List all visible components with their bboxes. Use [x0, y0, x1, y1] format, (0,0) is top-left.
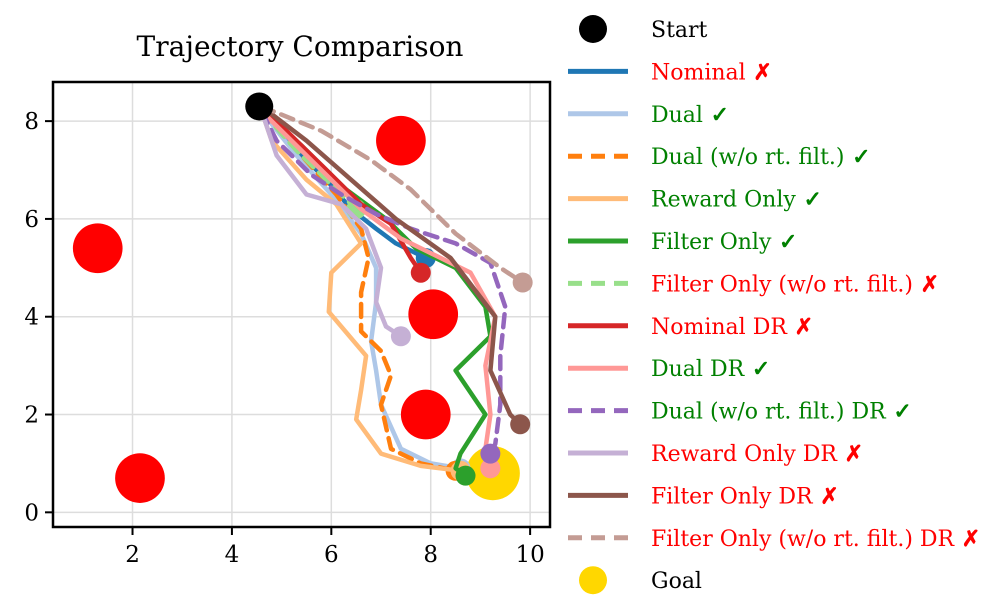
- legend-label-10: Reward Only DR ✗: [651, 441, 863, 467]
- plot-content: [72, 92, 533, 503]
- legend-label-8: Dual DR ✓: [651, 356, 770, 382]
- cross-icon: ✗: [813, 483, 839, 509]
- x-tick-label: 6: [324, 542, 339, 568]
- cross-icon: ✗: [954, 526, 980, 552]
- trajectory-end-7: [410, 262, 431, 283]
- legend-label-9: Dual (w/o rt. filt.) DR ✓: [651, 399, 912, 425]
- trajectory-end-5: [455, 465, 476, 486]
- cross-icon: ✗: [913, 271, 939, 297]
- x-tick-label: 4: [225, 542, 240, 568]
- legend-label-12: Filter Only (w/o rt. filt.) DR ✗: [651, 526, 980, 552]
- trajectory-3: [259, 109, 458, 474]
- legend-start-marker: [579, 15, 607, 43]
- check-icon: ✓: [886, 399, 912, 425]
- cross-icon: ✗: [837, 441, 863, 467]
- legend-label-6: Filter Only (w/o rt. filt.) ✗: [651, 271, 939, 297]
- obstacle-5: [115, 453, 165, 503]
- check-icon: ✓: [703, 102, 729, 128]
- x-tick-label: 2: [125, 542, 140, 568]
- trajectory-end-8: [480, 458, 501, 479]
- cross-icon: ✗: [787, 314, 813, 340]
- legend-label-1: Nominal ✗: [651, 59, 772, 85]
- legend-start-label: Start: [651, 18, 708, 43]
- obstacle-4: [400, 389, 451, 440]
- trajectory-end-12: [512, 272, 533, 293]
- trajectory-11: [259, 104, 523, 427]
- trajectory-end-9: [480, 443, 501, 464]
- check-icon: ✓: [744, 356, 770, 382]
- legend-label-text: Start: [651, 18, 708, 43]
- trajectory-end-10: [390, 326, 411, 347]
- obstacle-3: [408, 289, 459, 340]
- legend-label-text: Dual (w/o rt. filt.) DR: [651, 400, 887, 425]
- check-icon: ✓: [796, 187, 822, 213]
- legend-label-text: Filter Only DR: [651, 484, 814, 509]
- y-tick-label: 6: [24, 207, 39, 233]
- legend-label-text: Filter Only (w/o rt. filt.): [651, 272, 913, 297]
- plot-area: 2 4 6 8 10 0 2 4 6 8: [24, 80, 552, 568]
- cross-icon: ✗: [746, 59, 772, 85]
- legend-goal-marker: [579, 566, 607, 595]
- chart-title: Trajectory Comparison: [137, 30, 464, 63]
- legend-label-text: Dual DR: [651, 357, 746, 382]
- legend-label-text: Filter Only: [651, 230, 772, 255]
- x-tick-label: 8: [423, 542, 438, 568]
- y-tick-label: 4: [24, 305, 39, 331]
- legend-label-text: Reward Only: [651, 188, 796, 213]
- legend-label-text: Nominal: [651, 60, 746, 85]
- legend-label-3: Dual (w/o rt. filt.) ✓: [651, 144, 871, 170]
- check-icon: ✓: [845, 144, 871, 170]
- trajectory-end-11: [510, 414, 531, 435]
- y-tick-label: 0: [24, 500, 39, 526]
- legend-label-text: Filter Only (w/o rt. filt.) DR: [651, 527, 956, 552]
- legend-label-text: Nominal DR: [651, 315, 788, 340]
- trajectory-4: [259, 109, 463, 474]
- legend-label-text: Goal: [651, 569, 702, 594]
- legend-label-7: Nominal DR ✗: [651, 314, 813, 340]
- trajectory-2: [259, 109, 463, 471]
- axes-frame: [51, 80, 552, 529]
- obstacle-2: [376, 115, 426, 166]
- start-marker: [245, 92, 274, 121]
- trajectory-10: [259, 109, 404, 339]
- y-tick-label: 2: [24, 403, 39, 429]
- legend-goal-label: Goal: [651, 569, 702, 594]
- legend-label-4: Reward Only ✓: [651, 187, 822, 213]
- check-icon: ✓: [771, 229, 797, 255]
- x-tick-label: 10: [515, 542, 544, 568]
- trajectory-9: [259, 109, 508, 456]
- legend-label-text: Dual (w/o rt. filt.): [651, 145, 845, 170]
- legend-label-5: Filter Only ✓: [651, 229, 797, 255]
- y-tick-label: 8: [24, 109, 39, 135]
- trajectory-12: [259, 104, 525, 285]
- obstacle-1: [72, 223, 123, 274]
- legend-label-11: Filter Only DR ✗: [651, 483, 839, 509]
- legend-label-2: Dual ✓: [651, 102, 729, 128]
- legend-label-text: Reward Only DR: [651, 442, 838, 467]
- legend-label-text: Dual: [651, 103, 703, 128]
